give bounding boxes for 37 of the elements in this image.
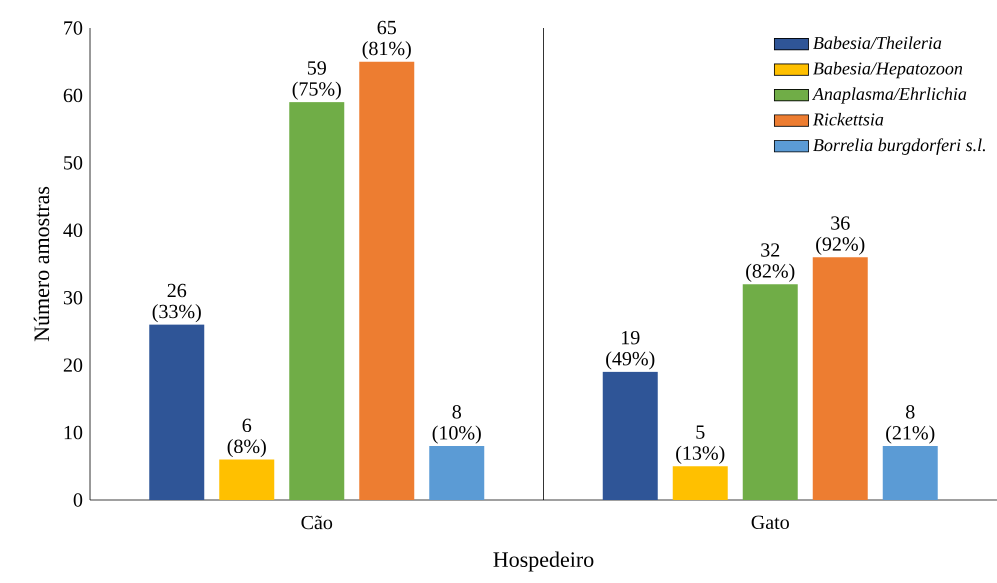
data-label: 19 (49%) — [606, 330, 654, 370]
y-tick-label: 20 — [64, 358, 82, 372]
legend-label: Anaplasma/Ehrlichia — [812, 87, 966, 104]
bar — [742, 284, 798, 500]
y-tick-label: 10 — [64, 426, 82, 440]
data-label: 59 (75%) — [292, 61, 341, 100]
data-label: 32 (82%) — [746, 243, 794, 282]
y-tick-label: 30 — [64, 290, 82, 304]
bar — [359, 62, 414, 500]
bar — [672, 466, 728, 500]
legend-label: Babesia/Theileria — [813, 36, 942, 50]
bar — [602, 372, 658, 500]
bar — [429, 446, 484, 500]
data-label: 26 (33%) — [152, 284, 201, 322]
bar — [812, 257, 868, 500]
data-label: 65 (81%) — [362, 20, 411, 60]
x-tick-label: Gato — [752, 516, 789, 530]
data-label: 8 (21%) — [886, 405, 934, 444]
y-axis-title: Número amostras — [34, 186, 50, 342]
x-axis-title: Hospedeiro — [493, 552, 594, 572]
y-tick-label: 70 — [64, 21, 82, 35]
bar — [882, 446, 938, 500]
legend-label: Borrelia burgdorferi s.l. — [813, 138, 985, 155]
data-label: 5 (13%) — [676, 426, 724, 464]
bar — [219, 460, 274, 500]
y-tick-label: 0 — [74, 493, 82, 507]
legend-label: Babesia/Hepatozoon — [813, 62, 962, 78]
data-label: 6 (8%) — [228, 418, 266, 458]
bar — [289, 102, 344, 500]
data-label: 36 (92%) — [816, 216, 864, 255]
x-tick-label: Cão — [301, 516, 332, 530]
y-tick-label: 50 — [64, 156, 82, 170]
y-tick-label: 60 — [64, 88, 82, 102]
data-label: 8 (10%) — [432, 405, 481, 444]
y-tick-label: 40 — [63, 224, 82, 238]
bar — [149, 324, 204, 500]
legend-label: Rickettsia — [812, 112, 884, 126]
